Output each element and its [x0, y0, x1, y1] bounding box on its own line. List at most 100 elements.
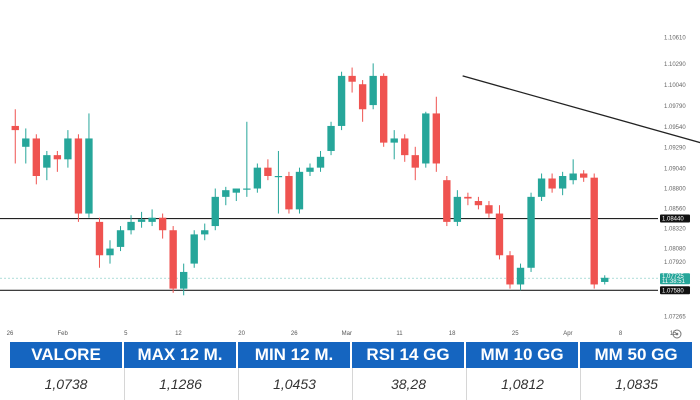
y-tick-label: 1.07920: [664, 260, 686, 266]
candle-body: [211, 196, 219, 227]
candle-body: [137, 219, 146, 222]
y-tick-label: 1.09290: [664, 146, 686, 152]
candle-body: [316, 156, 325, 168]
candle-body: [369, 75, 377, 106]
candle-body: [506, 255, 514, 285]
y-tick-label: 1.10610: [664, 36, 686, 42]
x-axis: 26 Feb 5 12 20 26 Mar 11 18 25 Apr 8 15: [7, 331, 677, 337]
stat-value: 1,0812: [466, 368, 578, 400]
x-tick-label: 11: [396, 331, 403, 337]
candle-body: [443, 180, 451, 222]
level-badge: [660, 286, 690, 295]
x-tick-label: 26: [7, 331, 14, 337]
candle-body: [601, 277, 609, 282]
stat-header: VALORE: [10, 342, 122, 368]
y-tick-label: 1.09790: [664, 104, 686, 110]
trendline: [462, 75, 700, 144]
candle-body: [190, 234, 198, 264]
candle-body: [32, 138, 40, 176]
x-tick-label: 25: [512, 331, 519, 337]
candle-body: [432, 113, 440, 164]
candle-body: [11, 125, 19, 131]
y-tick-label: 1.09040: [664, 166, 686, 172]
candle-body: [116, 230, 125, 247]
candle-body: [474, 201, 483, 206]
x-tick-label: 12: [175, 331, 182, 337]
y-tick-label: 1.08080: [664, 247, 686, 253]
candle-body: [411, 155, 419, 168]
y-tick-label: 1.10040: [664, 83, 686, 89]
candle-body: [85, 138, 93, 214]
candle-body: [527, 196, 535, 268]
x-tick-label: 5: [124, 331, 128, 337]
candle-body: [590, 177, 598, 285]
candles: [11, 63, 609, 296]
candle-body: [53, 155, 62, 160]
stat-mm-50gg: MM 50 GG 1,0835: [580, 340, 692, 400]
stat-max-12m: MAX 12 M. 1,1286: [124, 340, 236, 400]
stat-value: 1,0738: [44, 376, 88, 392]
x-tick-label: 26: [291, 331, 298, 337]
stat-mm-10gg: MM 10 GG 1,0812: [466, 340, 578, 400]
horizontal-levels: [0, 217, 658, 291]
candle-body: [337, 75, 346, 126]
stat-header: MM 50 GG: [580, 342, 692, 368]
candle-body: [74, 138, 83, 214]
stat-header: MIN 12 M.: [238, 342, 350, 368]
y-tick-label: 1.07265: [664, 315, 686, 321]
x-tick-label: Mar: [342, 331, 352, 337]
stat-value: 1,0453: [238, 368, 350, 400]
candle-body: [243, 188, 251, 190]
candle-body: [148, 217, 156, 222]
candle-body: [327, 125, 335, 151]
candle-body: [580, 173, 588, 178]
candle-body: [201, 230, 209, 235]
level-badge-label: 1.07580: [662, 288, 684, 294]
candle-body: [390, 138, 398, 143]
candle-body: [222, 190, 230, 197]
candlestick-chart: 1.10610 1.10290 1.10040 1.09790 1.09540 1.092…: [0, 36, 700, 339]
candle-body: [453, 196, 462, 222]
stat-min-12m: MIN 12 M. 1,0453: [238, 340, 350, 400]
stat-value: 1,0835: [580, 368, 692, 400]
y-tick-label: 1.08320: [664, 227, 686, 233]
candle-body: [127, 221, 135, 231]
candle-body: [64, 138, 72, 160]
candle-body: [348, 75, 356, 82]
x-tick-label: 20: [238, 331, 245, 337]
level-badge: [660, 214, 690, 223]
stat-valore: VALORE 1,0738: [10, 340, 122, 400]
stat-header: MAX 12 M.: [124, 342, 236, 368]
candle-body: [264, 167, 272, 176]
candle-body: [537, 178, 546, 197]
x-tick-label: Apr: [563, 331, 572, 337]
candle-body: [495, 213, 504, 256]
candle-body: [548, 178, 556, 189]
candle-body: [401, 138, 409, 156]
price-badge: [660, 273, 690, 285]
candle-body: [558, 176, 567, 189]
candle-body: [43, 155, 51, 168]
stat-value: 38,28: [352, 368, 464, 400]
stats-table: VALORE 1,0738 MAX 12 M. 1,1286 MIN 12 M.…: [0, 340, 700, 400]
price-chart: 1.10610 1.10290 1.10040 1.09790 1.09540 1.092…: [0, 36, 700, 339]
y-tick-label: 1.08560: [664, 207, 686, 213]
candle-body: [274, 176, 283, 178]
stat-rsi-14gg: RSI 14 GG 38,28: [352, 340, 464, 400]
candle-body: [158, 217, 167, 231]
settings-icon[interactable]: [672, 329, 682, 339]
candle-body: [95, 221, 104, 256]
candle-body: [253, 167, 262, 189]
x-tick-label: 8: [619, 331, 623, 337]
stat-value: 1,1286: [124, 368, 236, 400]
candle-body: [180, 271, 188, 289]
candle-body: [569, 173, 577, 181]
candle-body: [358, 84, 367, 110]
candle-body: [422, 113, 430, 164]
y-tick-label: 1.09540: [664, 125, 686, 131]
y-tick-label: 1.08800: [664, 187, 686, 193]
candle-body: [169, 230, 177, 289]
price-badge-time: 11:38:51: [662, 279, 686, 285]
stat-header: MM 10 GG: [466, 342, 578, 368]
